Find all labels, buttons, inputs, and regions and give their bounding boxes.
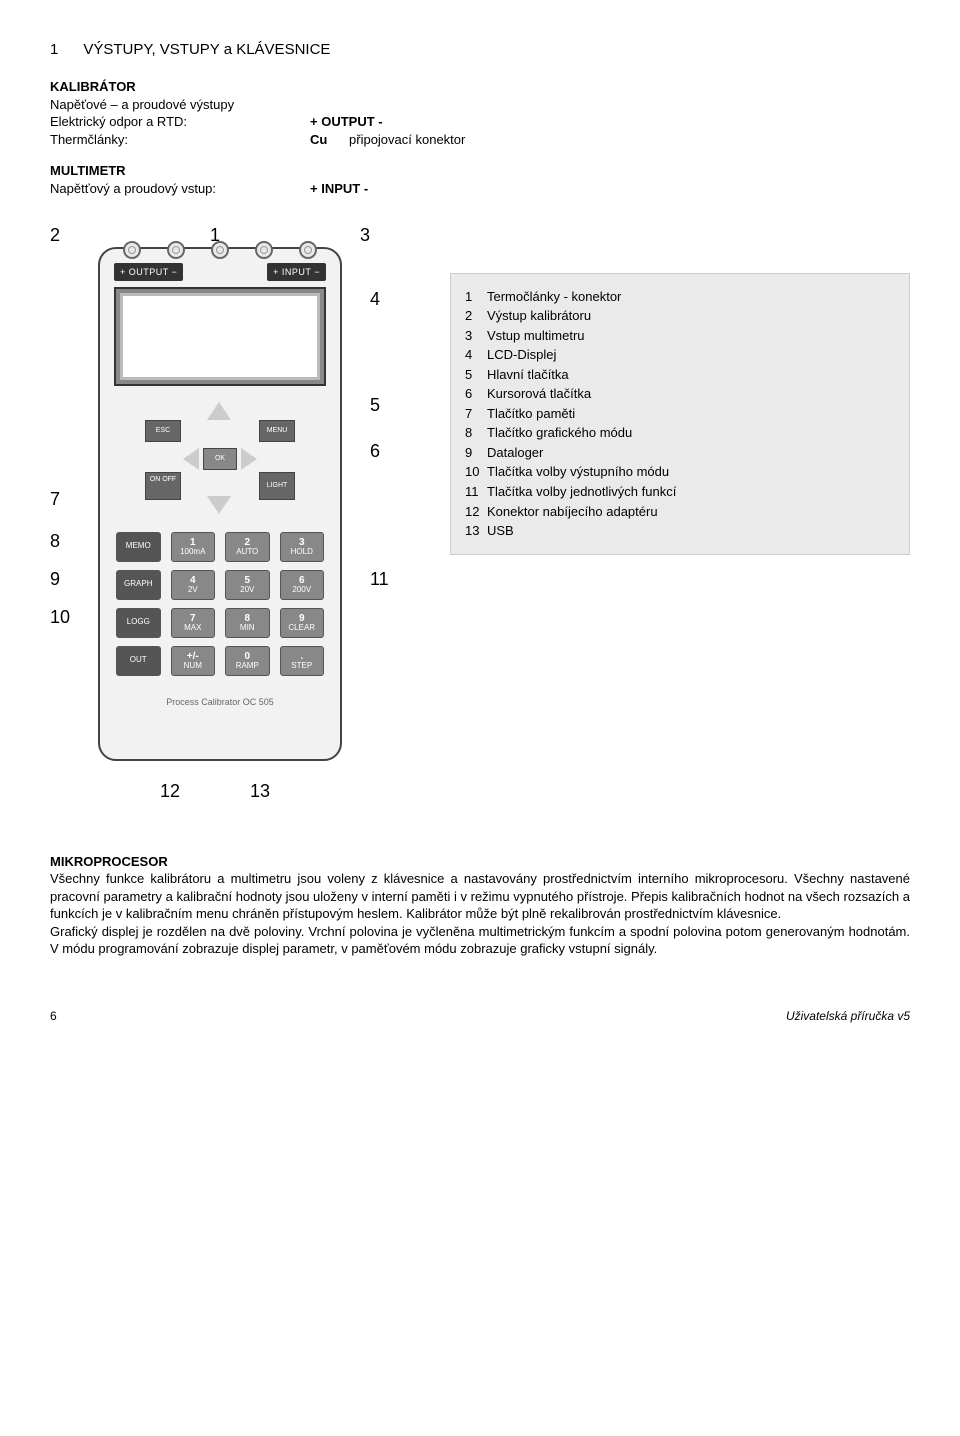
keypad-key[interactable]: 520V bbox=[225, 570, 270, 600]
legend-row: 4LCD-Displej bbox=[465, 346, 895, 364]
keypad-key[interactable]: +/-NUM bbox=[171, 646, 216, 676]
kalib-line3-l: Thermčlánky: bbox=[50, 131, 310, 149]
device-figure: 2 1 3 4 5 6 7 8 9 10 11 12 13 + OUTPUT −… bbox=[50, 223, 410, 783]
keypad: MEMO 1100mA 2AUTO 3HOLD GRAPH 42V 520V 6200V LOG… bbox=[116, 532, 324, 676]
callout-4: 4 bbox=[370, 287, 380, 311]
callout-11: 11 bbox=[370, 567, 389, 591]
lcd-display bbox=[114, 287, 326, 386]
arrow-up-icon[interactable] bbox=[207, 402, 231, 420]
device-body: + OUTPUT − + INPUT − ESC MENU OK ON OFF … bbox=[98, 247, 342, 761]
menu-button[interactable]: MENU bbox=[259, 420, 295, 442]
kalib-line3-r-a: Cu bbox=[310, 132, 327, 147]
microprocessor-para1: Všechny funkce kalibrátoru a multimetru … bbox=[50, 870, 910, 923]
callout-5: 5 bbox=[370, 393, 380, 417]
keypad-key[interactable]: 2AUTO bbox=[225, 532, 270, 562]
mult-line1-l: Napětťový a proudový vstup: bbox=[50, 180, 310, 198]
kalib-line2-l: Elektrický odpor a RTD: bbox=[50, 113, 310, 131]
keypad-key[interactable]: 0RAMP bbox=[225, 646, 270, 676]
arrow-left-icon[interactable] bbox=[183, 448, 199, 470]
kalib-line1: Napěťové – a proudové výstupy bbox=[50, 96, 310, 114]
page-heading: 1 VÝSTUPY, VSTUPY a KLÁVESNICE bbox=[50, 40, 910, 60]
microprocessor-title: MIKROPROCESOR bbox=[50, 853, 910, 871]
multimetr-title: MULTIMETR bbox=[50, 162, 910, 180]
keypad-key[interactable]: LOGG bbox=[116, 608, 161, 638]
port-icon bbox=[123, 241, 141, 259]
kalib-line2-r: + OUTPUT - bbox=[310, 114, 383, 129]
mult-line1-r: + INPUT - bbox=[310, 181, 368, 196]
legend-row: 10Tlačítka volby výstupního módu bbox=[465, 463, 895, 481]
callout-13: 13 bbox=[250, 779, 270, 803]
device-model-label: Process Calibrator OC 505 bbox=[100, 696, 340, 708]
arrow-right-icon[interactable] bbox=[241, 448, 257, 470]
doc-title: Uživatelská příručka v5 bbox=[786, 1008, 910, 1024]
keypad-key[interactable]: 7MAX bbox=[171, 608, 216, 638]
output-label: + OUTPUT − bbox=[114, 263, 183, 281]
callout-10: 10 bbox=[50, 605, 70, 629]
keypad-key[interactable]: OUT bbox=[116, 646, 161, 676]
callout-12: 12 bbox=[160, 779, 180, 803]
legend-row: 5Hlavní tlačítka bbox=[465, 366, 895, 384]
on-off-button[interactable]: ON OFF bbox=[145, 472, 181, 500]
keypad-key[interactable]: 42V bbox=[171, 570, 216, 600]
input-label: + INPUT − bbox=[267, 263, 326, 281]
legend-row: 8Tlačítko grafického módu bbox=[465, 424, 895, 442]
microprocessor-para2: Grafický displej je rozdělen na dvě polo… bbox=[50, 923, 910, 958]
legend-row: 3Vstup multimetru bbox=[465, 327, 895, 345]
legend-row: 9Dataloger bbox=[465, 444, 895, 462]
light-button[interactable]: LIGHT bbox=[259, 472, 295, 500]
dpad: ESC MENU OK ON OFF LIGHT bbox=[145, 396, 295, 516]
legend-row: 1Termočlánky - konektor bbox=[465, 288, 895, 306]
kalib-line3-r-b: připojovací konektor bbox=[349, 132, 465, 147]
legend-row: 7Tlačítko paměti bbox=[465, 405, 895, 423]
arrow-down-icon[interactable] bbox=[207, 496, 231, 514]
legend-box: 1Termočlánky - konektor2Výstup kalibráto… bbox=[450, 273, 910, 555]
legend-row: 6Kursorová tlačítka bbox=[465, 385, 895, 403]
port-icon bbox=[167, 241, 185, 259]
callout-8: 8 bbox=[50, 529, 60, 553]
keypad-key[interactable]: 9CLEAR bbox=[280, 608, 325, 638]
legend-row: 12Konektor nabíjecího adaptéru bbox=[465, 503, 895, 521]
heading-text: VÝSTUPY, VSTUPY a KLÁVESNICE bbox=[83, 41, 330, 58]
legend-row: 11Tlačítka volby jednotlivých funkcí bbox=[465, 483, 895, 501]
esc-button[interactable]: ESC bbox=[145, 420, 181, 442]
keypad-key[interactable]: 8MIN bbox=[225, 608, 270, 638]
keypad-key[interactable]: .STEP bbox=[280, 646, 325, 676]
keypad-key[interactable]: GRAPH bbox=[116, 570, 161, 600]
callout-9: 9 bbox=[50, 567, 60, 591]
ok-button[interactable]: OK bbox=[203, 448, 237, 470]
port-icon bbox=[255, 241, 273, 259]
kalibrator-title: KALIBRÁTOR bbox=[50, 78, 910, 96]
heading-number: 1 bbox=[50, 41, 58, 58]
legend-row: 2Výstup kalibrátoru bbox=[465, 307, 895, 325]
keypad-key[interactable]: 1100mA bbox=[171, 532, 216, 562]
legend-row: 13USB bbox=[465, 522, 895, 540]
callout-6: 6 bbox=[370, 439, 380, 463]
callout-3: 3 bbox=[360, 223, 370, 247]
page-footer: 6 Uživatelská příručka v5 bbox=[50, 1008, 910, 1024]
port-icon bbox=[299, 241, 317, 259]
callout-2: 2 bbox=[50, 223, 60, 247]
callout-7: 7 bbox=[50, 487, 60, 511]
keypad-key[interactable]: MEMO bbox=[116, 532, 161, 562]
port-icon bbox=[211, 241, 229, 259]
keypad-key[interactable]: 3HOLD bbox=[280, 532, 325, 562]
keypad-key[interactable]: 6200V bbox=[280, 570, 325, 600]
page-number: 6 bbox=[50, 1008, 57, 1024]
